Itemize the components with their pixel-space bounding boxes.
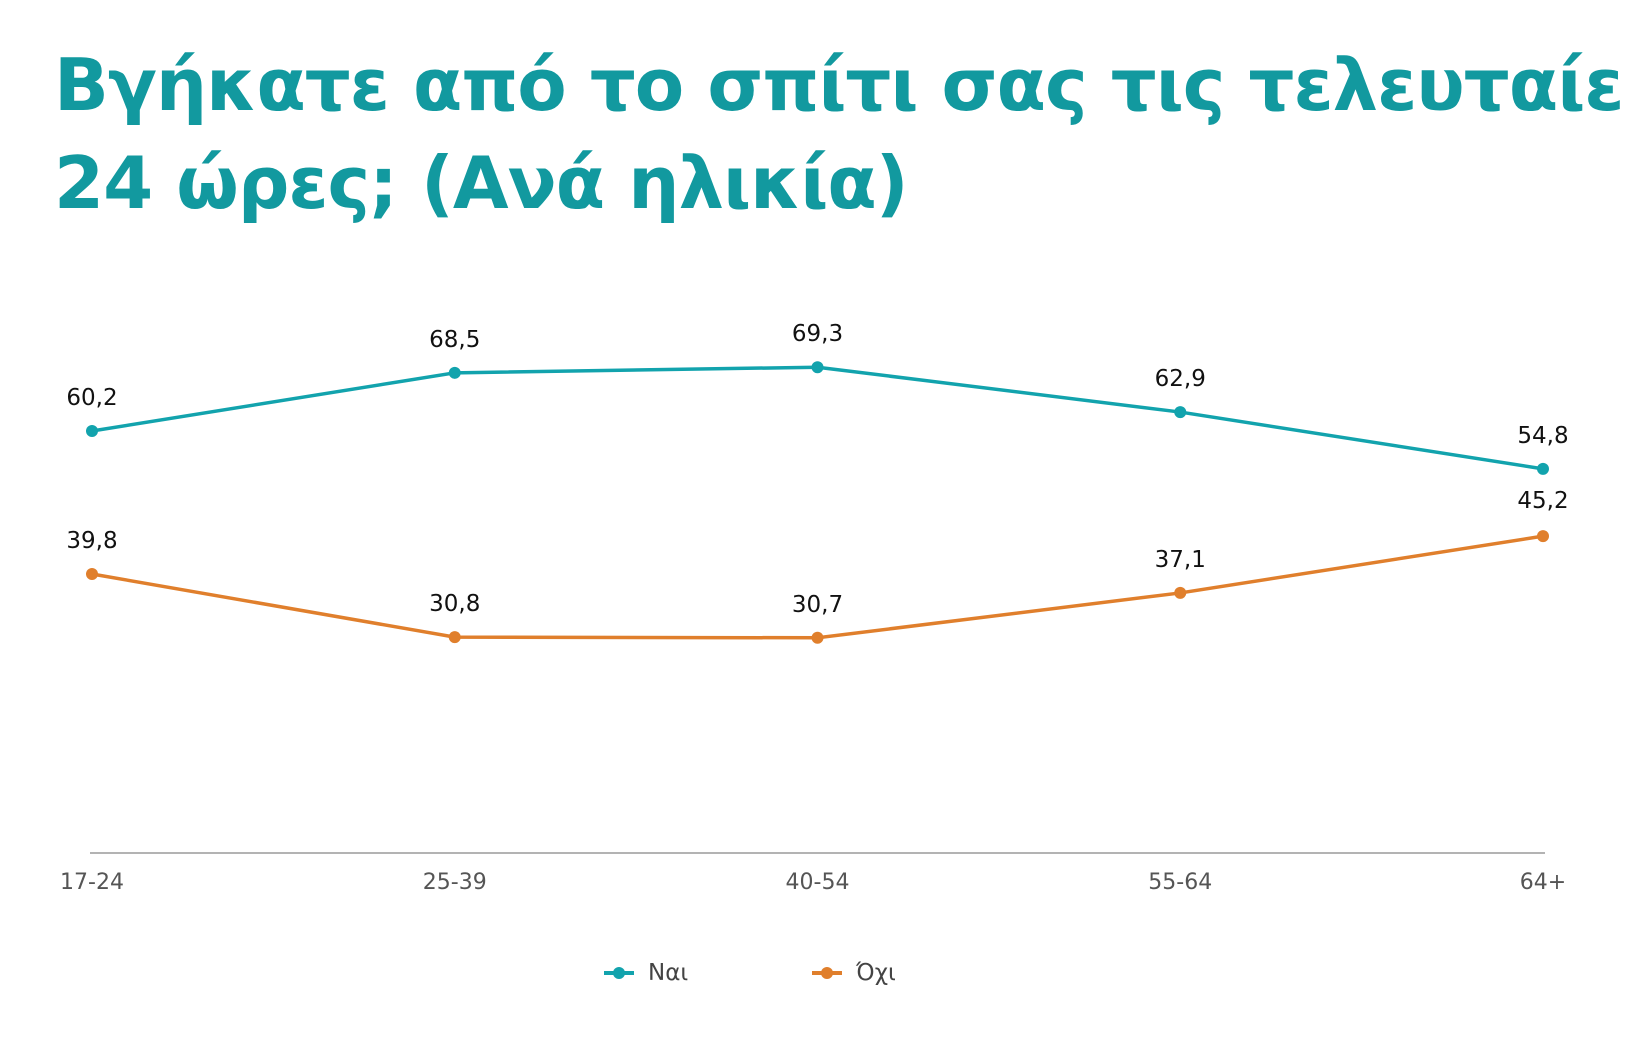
data-point-oxi-25-39 bbox=[448, 631, 461, 644]
legend-label-nai: Ναι bbox=[648, 960, 689, 986]
x-tick-label-40-54: 40-54 bbox=[786, 870, 850, 895]
series-line-nai bbox=[90, 365, 1545, 471]
data-label-oxi-64+: 45,2 bbox=[1517, 488, 1568, 514]
x-tick-label-55-64: 55-64 bbox=[1148, 870, 1212, 895]
x-tick-label-25-39: 25-39 bbox=[423, 870, 487, 895]
data-label-nai-17-24: 60,2 bbox=[66, 385, 117, 411]
series-line-oxi bbox=[90, 534, 1545, 640]
chart-title: Βγήκατε από το σπίτι σας τις τελευταίες … bbox=[54, 36, 1626, 232]
chart-title-line-1: Βγήκατε από το σπίτι σας τις τελευταίες bbox=[54, 43, 1626, 127]
x-tick-label-17-24: 17-24 bbox=[60, 870, 124, 895]
data-point-oxi-17-24 bbox=[86, 568, 98, 581]
data-point-oxi-64+ bbox=[1537, 530, 1549, 543]
x-tick-label-64+: 64+ bbox=[1520, 870, 1566, 895]
chart-title-line-2: 24 ώρες; (Ανά ηλικία) bbox=[54, 141, 909, 225]
legend-label-oxi: Όχι bbox=[856, 960, 896, 986]
data-point-nai-25-39 bbox=[448, 366, 461, 379]
data-point-oxi-40-54 bbox=[811, 631, 824, 644]
teal-line-dot-icon bbox=[604, 967, 634, 979]
data-label-nai-40-54: 69,3 bbox=[792, 321, 843, 347]
orange-line-dot-icon bbox=[812, 967, 842, 979]
data-label-nai-25-39: 68,5 bbox=[429, 327, 480, 353]
legend-item-oxi: Όχι bbox=[812, 958, 896, 988]
data-label-nai-64+: 54,8 bbox=[1517, 423, 1568, 449]
legend-item-nai: Ναι bbox=[604, 958, 688, 988]
data-label-oxi-40-54: 30,7 bbox=[792, 592, 843, 618]
data-point-nai-17-24 bbox=[86, 424, 98, 437]
data-label-nai-55-64: 62,9 bbox=[1155, 366, 1206, 392]
data-label-oxi-17-24: 39,8 bbox=[66, 528, 117, 554]
data-point-nai-40-54 bbox=[811, 361, 824, 374]
data-label-oxi-55-64: 37,1 bbox=[1155, 547, 1206, 573]
data-label-oxi-25-39: 30,8 bbox=[429, 591, 480, 617]
data-point-oxi-55-64 bbox=[1174, 586, 1187, 599]
data-point-nai-55-64 bbox=[1174, 406, 1187, 419]
data-point-nai-64+ bbox=[1537, 462, 1549, 475]
